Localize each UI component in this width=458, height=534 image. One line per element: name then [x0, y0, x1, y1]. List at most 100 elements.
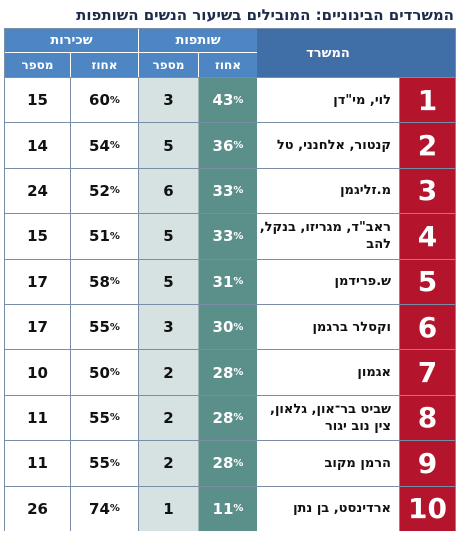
- percent-sign: %: [233, 457, 244, 469]
- office-name-cell: אגמון: [257, 350, 399, 395]
- hires-pct-cell: 51%: [71, 214, 139, 259]
- office-name-cell: לוי, מי"דן: [257, 78, 399, 123]
- percent-sign: %: [109, 457, 120, 469]
- partners-num-cell: 3: [139, 78, 199, 123]
- hires-pct-cell-value: 51: [89, 227, 110, 246]
- table-row: 1 לוי, מי"דן 43% 3 60% 15: [5, 77, 455, 123]
- hires-num-cell: 15: [5, 78, 71, 123]
- hires-pct-cell-value: 60: [89, 91, 110, 110]
- table-row: 3 מ.זליגמן 33% 6 52% 24: [5, 167, 455, 214]
- data-table: המשרד שותפות שכירות אחוז מספר אחוז מספר …: [4, 28, 456, 531]
- header-group-row: המשרד שותפות שכירות: [5, 29, 455, 77]
- partners-num-cell: 2: [139, 395, 199, 441]
- partners-num-cell: 3: [139, 305, 199, 350]
- rank-cell: 8: [399, 395, 455, 441]
- hires-pct-cell-value: 52: [89, 181, 110, 200]
- table-row: 9 הרמן מקוב 28% 2 55% 11: [5, 440, 455, 486]
- partners-pct-cell-value: 28: [212, 363, 234, 382]
- rank-cell: 9: [399, 441, 455, 486]
- partners-pct-cell-value: 43: [212, 91, 234, 110]
- hires-pct-cell-value: 50: [89, 363, 110, 382]
- header-hires-num: מספר: [5, 53, 71, 77]
- table-row: 8 שביט בר־און, גלאון, צין נוב יגור 28% 2 55%…: [5, 394, 455, 441]
- hires-pct-cell: 54%: [71, 123, 139, 168]
- partners-num-cell: 2: [139, 350, 199, 395]
- hires-num-cell: 24: [5, 168, 71, 214]
- hires-pct-cell: 55%: [71, 395, 139, 441]
- header-rank-blank: [399, 29, 455, 77]
- partners-pct-cell-value: 33: [212, 227, 234, 246]
- hires-pct-cell: 60%: [71, 78, 139, 123]
- office-name-cell: קנטור, אלחנני, טל: [257, 123, 399, 168]
- percent-sign: %: [109, 412, 120, 424]
- partners-pct-cell: 33%: [199, 214, 257, 259]
- table-row: 7 אגמון 28% 2 50% 10: [5, 349, 455, 395]
- table-row: 2 קנטור, אלחנני, טל 36% 5 54% 14: [5, 122, 455, 168]
- rank-cell: 3: [399, 168, 455, 214]
- hires-pct-cell-value: 74: [89, 499, 110, 518]
- hires-num-cell: 17: [5, 259, 71, 304]
- partners-pct-cell-value: 28: [212, 454, 234, 473]
- percent-sign: %: [109, 140, 120, 152]
- partners-pct-cell: 28%: [199, 441, 257, 486]
- hires-num-cell: 14: [5, 123, 71, 168]
- partners-pct-cell: 11%: [199, 486, 257, 531]
- table-row: 10 ארדינסט, בן נתן 11% 1 74% 26: [5, 485, 455, 531]
- hires-num-cell: 17: [5, 305, 71, 350]
- percent-sign: %: [109, 276, 120, 288]
- percent-sign: %: [109, 230, 120, 242]
- percent-sign: %: [233, 503, 244, 515]
- partners-pct-cell: 28%: [199, 350, 257, 395]
- partners-pct-cell: 30%: [199, 305, 257, 350]
- office-name-cell: ראב"ד, מגריזו, בנקל, להב: [257, 214, 399, 259]
- header-hires-pct: אחוז: [71, 53, 139, 77]
- office-name-cell: הרמן מקוב: [257, 441, 399, 486]
- partners-pct-cell: 33%: [199, 168, 257, 214]
- percent-sign: %: [233, 230, 244, 242]
- percent-sign: %: [233, 321, 244, 333]
- partners-num-cell: 5: [139, 123, 199, 168]
- hires-num-cell: 15: [5, 214, 71, 259]
- partners-num-cell: 5: [139, 259, 199, 304]
- table-row: 6 וקסלר ברגמן 30% 3 55% 17: [5, 304, 455, 350]
- hires-num-cell: 11: [5, 441, 71, 486]
- partners-pct-cell: 31%: [199, 259, 257, 304]
- hires-pct-cell-value: 54: [89, 136, 110, 155]
- rank-cell: 7: [399, 350, 455, 395]
- rank-cell: 10: [399, 486, 455, 531]
- header-office: המשרד: [257, 29, 399, 77]
- hires-pct-cell: 55%: [71, 441, 139, 486]
- partners-pct-cell-value: 28: [212, 408, 234, 427]
- hires-num-cell: 10: [5, 350, 71, 395]
- rank-cell: 5: [399, 259, 455, 304]
- percent-sign: %: [109, 185, 120, 197]
- hires-pct-cell-value: 58: [89, 272, 110, 291]
- hires-num-cell: 11: [5, 395, 71, 441]
- rank-cell: 6: [399, 305, 455, 350]
- hires-pct-cell: 52%: [71, 168, 139, 214]
- hires-pct-cell-value: 55: [89, 408, 110, 427]
- hires-pct-cell: 58%: [71, 259, 139, 304]
- page-title: המשרדים הבינוניים: המובילים בשיעור הנשים…: [76, 6, 454, 24]
- hires-pct-cell: 55%: [71, 305, 139, 350]
- percent-sign: %: [233, 276, 244, 288]
- partners-num-cell: 5: [139, 214, 199, 259]
- partners-num-cell: 6: [139, 168, 199, 214]
- header-partners-group: שותפות: [139, 29, 257, 53]
- hires-pct-cell-value: 55: [89, 454, 110, 473]
- hires-pct-cell-value: 55: [89, 318, 110, 337]
- header-partners-num: מספר: [139, 53, 199, 77]
- partners-pct-cell: 43%: [199, 78, 257, 123]
- partners-pct-cell-value: 11: [212, 499, 234, 518]
- percent-sign: %: [109, 321, 120, 333]
- percent-sign: %: [233, 367, 244, 379]
- office-name-cell: מ.זליגמן: [257, 168, 399, 214]
- percent-sign: %: [233, 185, 244, 197]
- partners-pct-cell-value: 33: [212, 181, 234, 200]
- hires-pct-cell: 74%: [71, 486, 139, 531]
- partners-pct-cell: 28%: [199, 395, 257, 441]
- office-name-cell: שביט בר־און, גלאון, צין נוב יגור: [257, 395, 399, 441]
- partners-pct-cell: 36%: [199, 123, 257, 168]
- partners-num-cell: 2: [139, 441, 199, 486]
- percent-sign: %: [233, 140, 244, 152]
